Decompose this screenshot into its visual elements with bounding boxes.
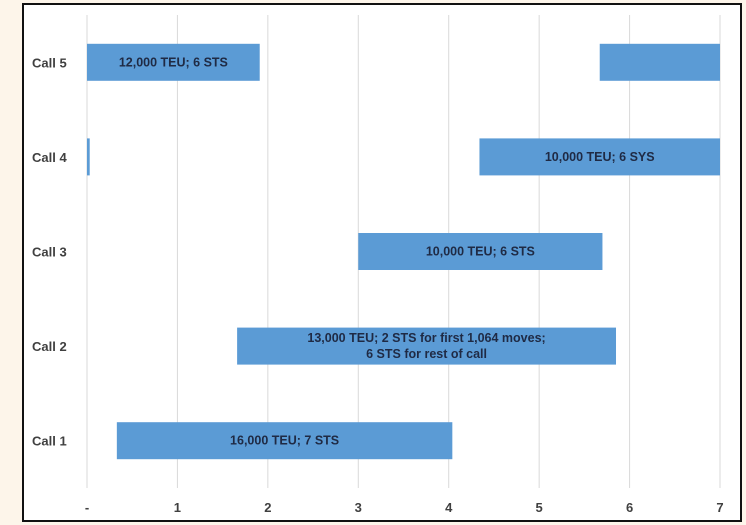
- category-label: Call 4: [32, 150, 67, 165]
- x-tick-labels: - 1 2 3 4 5 6 7: [85, 500, 724, 515]
- category-label: Call 3: [32, 245, 67, 260]
- category-label: Call 2: [32, 339, 67, 354]
- bars: 12,000 TEU; 6 STS 10,000 TEU; 6 SYS 10,000…: [87, 43, 720, 460]
- bar-segment: [479, 138, 720, 176]
- bar-data-label: 6 STS for rest of call: [366, 347, 487, 361]
- bar-data-label: 13,000 TEU; 2 STS for first 1,064 moves;: [307, 331, 545, 345]
- bar-segment: [237, 327, 617, 365]
- bar-segment: [599, 43, 720, 81]
- bar-segment: [87, 43, 260, 81]
- x-tick-label: 3: [355, 500, 362, 515]
- category-label: Call 1: [32, 434, 67, 449]
- category-label: Call 5: [32, 55, 67, 70]
- chart-frame: 12,000 TEU; 6 STS 10,000 TEU; 6 SYS 10,000…: [22, 3, 742, 522]
- x-tick-label: 4: [445, 500, 453, 515]
- x-tick-label: 5: [536, 500, 543, 515]
- x-tick-label: 6: [626, 500, 633, 515]
- bar-segment: [358, 233, 603, 270]
- bar-data-label: 12,000 TEU; 6 STS: [119, 55, 228, 69]
- x-tick-label: 1: [174, 500, 181, 515]
- bar-segment: [116, 422, 453, 460]
- x-tick-label: 7: [716, 500, 723, 515]
- gantt-chart: 12,000 TEU; 6 STS 10,000 TEU; 6 SYS 10,000…: [32, 15, 724, 515]
- x-tick-label: -: [85, 500, 89, 515]
- bar-data-label: 10,000 TEU; 6 SYS: [545, 150, 655, 164]
- bar-segment: [87, 138, 90, 176]
- category-labels: Call 5 Call 4 Call 3 Call 2 Call 1: [32, 55, 67, 448]
- x-tick-label: 2: [264, 500, 271, 515]
- bar-data-label: 16,000 TEU; 7 STS: [230, 434, 339, 448]
- bar-data-label: 10,000 TEU; 6 STS: [426, 245, 535, 259]
